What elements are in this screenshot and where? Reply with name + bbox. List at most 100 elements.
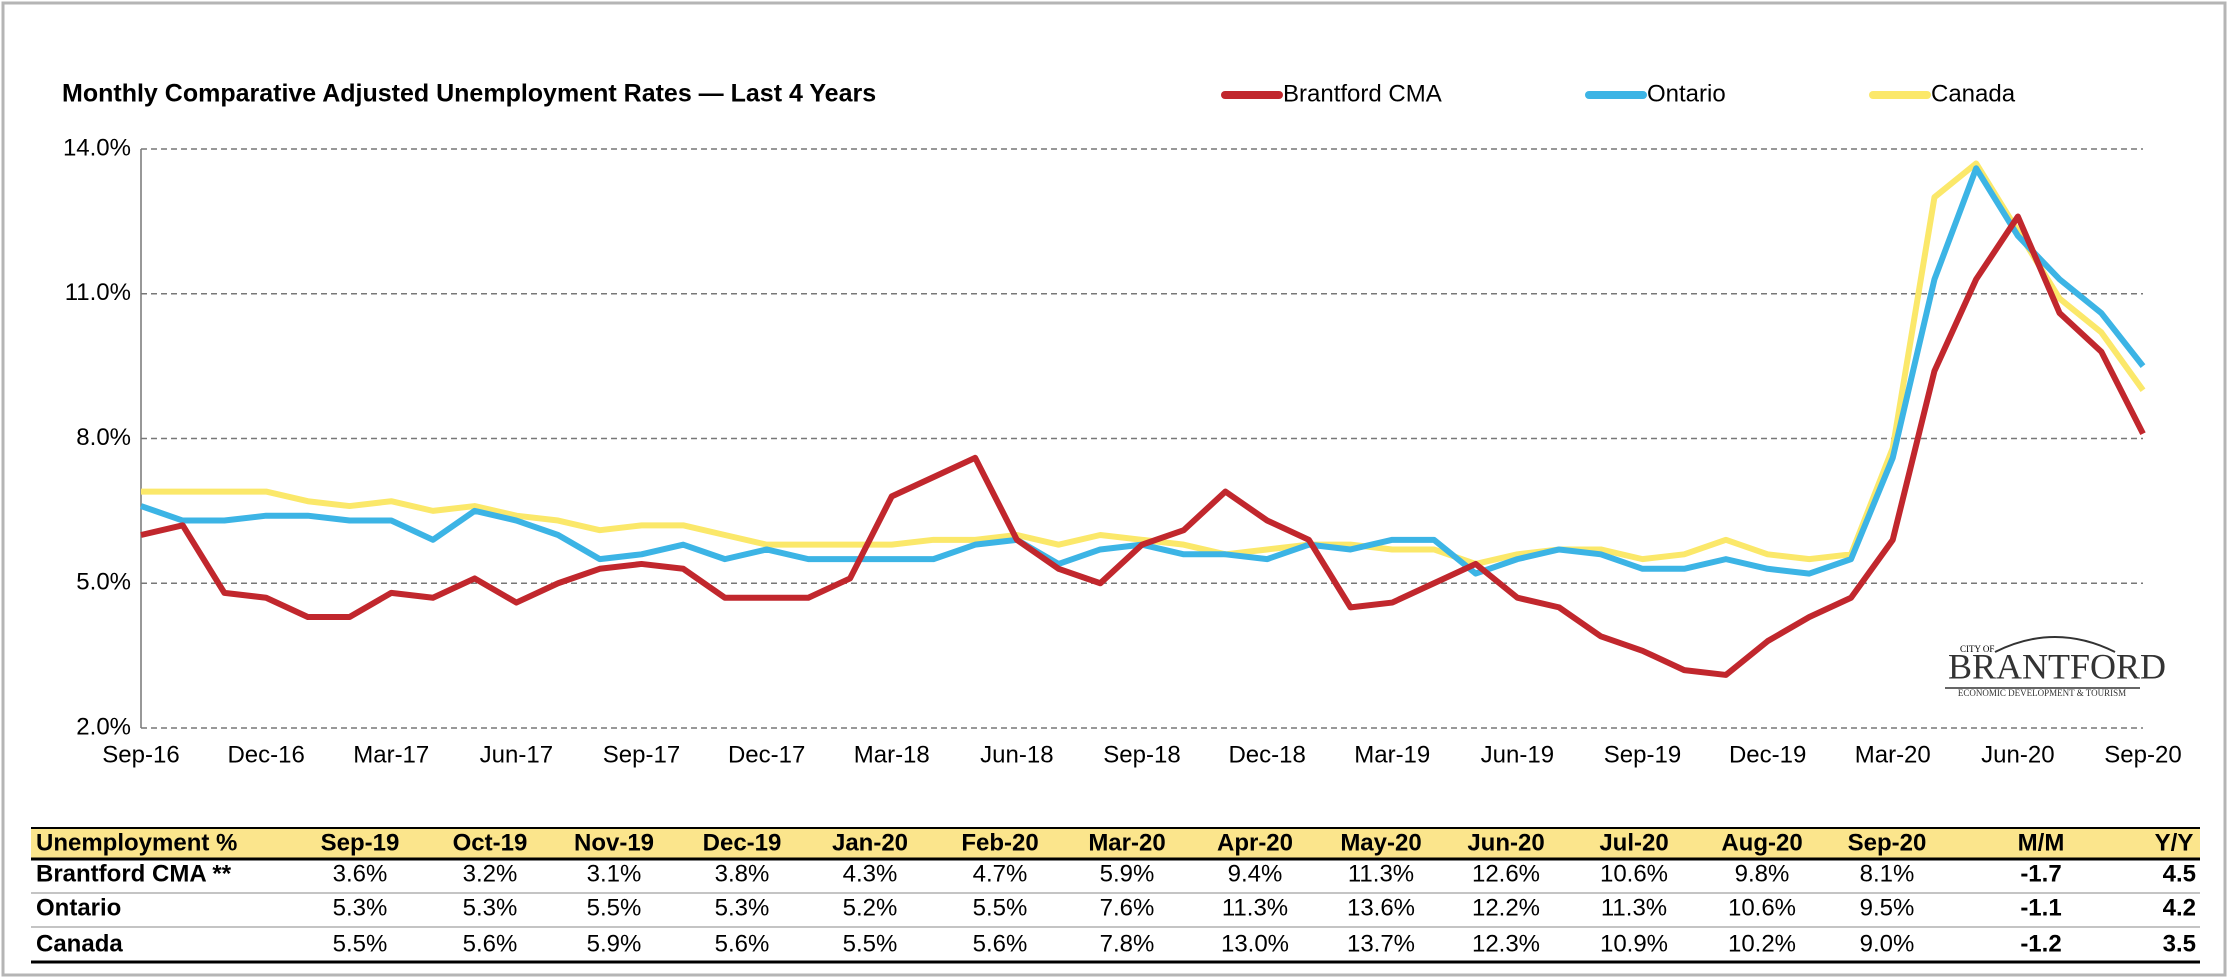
table-cell: 3.6% xyxy=(333,860,388,887)
table-cell: 5.9% xyxy=(587,930,642,957)
x-tick-label: Sep-18 xyxy=(1103,741,1180,768)
x-tick-label: Sep-20 xyxy=(2104,741,2181,768)
table-header-cell: Unemployment % xyxy=(36,829,237,856)
logo-arc xyxy=(1994,636,2116,653)
table-header-cell: Sep-19 xyxy=(321,829,400,856)
x-tick-label: Jun-18 xyxy=(980,741,1053,768)
table-cell: -1.7 xyxy=(2020,860,2061,887)
table-cell: 7.6% xyxy=(1100,894,1155,921)
table-cell: 10.6% xyxy=(1600,860,1668,887)
table-header-cell: Aug-20 xyxy=(1721,829,1802,856)
table-cell: 5.9% xyxy=(1100,860,1155,887)
table-cell: 3.8% xyxy=(715,860,770,887)
table-header-cell: May-20 xyxy=(1340,829,1421,856)
table-header-cell: Jan-20 xyxy=(832,829,908,856)
legend-label: Brantford CMA xyxy=(1283,80,1442,107)
table-header-cell: Dec-19 xyxy=(703,829,782,856)
table-header-cell: Feb-20 xyxy=(961,829,1038,856)
table-cell: 5.3% xyxy=(715,894,770,921)
x-tick-label: Dec-17 xyxy=(728,741,805,768)
x-tick-label: Sep-19 xyxy=(1604,741,1681,768)
table-cell: 11.3% xyxy=(1601,894,1667,921)
y-tick-label: 11.0% xyxy=(65,279,131,306)
logo: CITY OF BRANTFORD ECONOMIC DEVELOPMENT &… xyxy=(1945,636,2166,698)
table-cell: 12.2% xyxy=(1472,894,1540,921)
table-header-cell: Y/Y xyxy=(2155,829,2194,856)
table-cell: 5.6% xyxy=(463,930,518,957)
table-header-bg xyxy=(31,828,2200,859)
table-cell: 5.2% xyxy=(843,894,898,921)
table-cell: 4.5 xyxy=(2163,860,2196,887)
y-tick-label: 8.0% xyxy=(76,424,131,451)
x-tick-label: Jun-19 xyxy=(1481,741,1554,768)
table-header-cell: Nov-19 xyxy=(574,829,654,856)
y-tick-label: 14.0% xyxy=(63,134,131,161)
x-tick-label: Sep-17 xyxy=(603,741,680,768)
table-cell: 10.9% xyxy=(1600,930,1668,957)
table-cell: 5.5% xyxy=(973,894,1028,921)
table-cell: -1.2 xyxy=(2020,930,2061,957)
logo-small: CITY OF xyxy=(1960,644,1994,654)
x-tick-label: Mar-19 xyxy=(1354,741,1430,768)
table-header-cell: M/M xyxy=(2018,829,2065,856)
table-cell: 4.7% xyxy=(973,860,1028,887)
table-cell: 10.2% xyxy=(1728,930,1796,957)
legend-label: Ontario xyxy=(1647,80,1726,107)
table-cell: 10.6% xyxy=(1728,894,1796,921)
table-header-cell: Sep-20 xyxy=(1848,829,1927,856)
table-cell: 4.2 xyxy=(2163,894,2196,921)
table-header-cell: Mar-20 xyxy=(1088,829,1165,856)
series-line xyxy=(140,213,2146,678)
table-cell: 12.6% xyxy=(1472,860,1540,887)
table-cell: 13.6% xyxy=(1347,894,1415,921)
table-cell: 3.2% xyxy=(463,860,518,887)
table-cell: 11.3% xyxy=(1222,894,1288,921)
table-cell: 11.3% xyxy=(1348,860,1414,887)
table-cell: Brantford CMA ** xyxy=(36,860,232,887)
table-header-cell: Jun-20 xyxy=(1467,829,1544,856)
legend-label: Canada xyxy=(1931,80,2016,107)
table-cell: 5.3% xyxy=(333,894,388,921)
table-cell: -1.1 xyxy=(2020,894,2061,921)
x-tick-label: Sep-16 xyxy=(102,741,179,768)
table-cell: 5.5% xyxy=(843,930,898,957)
table-cell: 9.5% xyxy=(1860,894,1915,921)
table-cell: Canada xyxy=(36,930,123,957)
table-cell: 9.8% xyxy=(1735,860,1790,887)
table-header-cell: Apr-20 xyxy=(1217,829,1293,856)
y-tick-label: 2.0% xyxy=(76,713,131,740)
table-cell: 13.7% xyxy=(1347,930,1415,957)
table-cell: 9.4% xyxy=(1228,860,1283,887)
table-cell: 9.0% xyxy=(1860,930,1915,957)
table-cell: 8.1% xyxy=(1860,860,1915,887)
table-header-cell: Oct-19 xyxy=(453,829,528,856)
table-cell: 5.6% xyxy=(715,930,770,957)
x-tick-label: Jun-20 xyxy=(1981,741,2054,768)
table-cell: 5.5% xyxy=(333,930,388,957)
table-cell: 4.3% xyxy=(843,860,898,887)
logo-name: BRANTFORD xyxy=(1948,646,2166,686)
logo-tagline: ECONOMIC DEVELOPMENT & TOURISM xyxy=(1958,688,2126,698)
table-header-cell: Jul-20 xyxy=(1599,829,1668,856)
table-cell: 5.5% xyxy=(587,894,642,921)
table-cell: 5.3% xyxy=(463,894,518,921)
x-tick-label: Dec-18 xyxy=(1228,741,1305,768)
table-cell: Ontario xyxy=(36,894,121,921)
x-tick-label: Dec-19 xyxy=(1729,741,1806,768)
table-cell: 7.8% xyxy=(1100,930,1155,957)
x-tick-label: Mar-17 xyxy=(353,741,429,768)
y-tick-label: 5.0% xyxy=(76,569,131,596)
x-tick-label: Mar-20 xyxy=(1855,741,1931,768)
series-line xyxy=(141,160,2146,567)
table-cell: 13.0% xyxy=(1221,930,1289,957)
table-cell: 3.1% xyxy=(587,860,642,887)
table-cell: 12.3% xyxy=(1472,930,1540,957)
x-tick-label: Mar-18 xyxy=(854,741,930,768)
table-cell: 3.5 xyxy=(2163,930,2196,957)
x-tick-label: Jun-17 xyxy=(480,741,553,768)
chart-title: Monthly Comparative Adjusted Unemploymen… xyxy=(62,80,876,108)
table-cell: 5.6% xyxy=(973,930,1028,957)
x-tick-label: Dec-16 xyxy=(227,741,304,768)
